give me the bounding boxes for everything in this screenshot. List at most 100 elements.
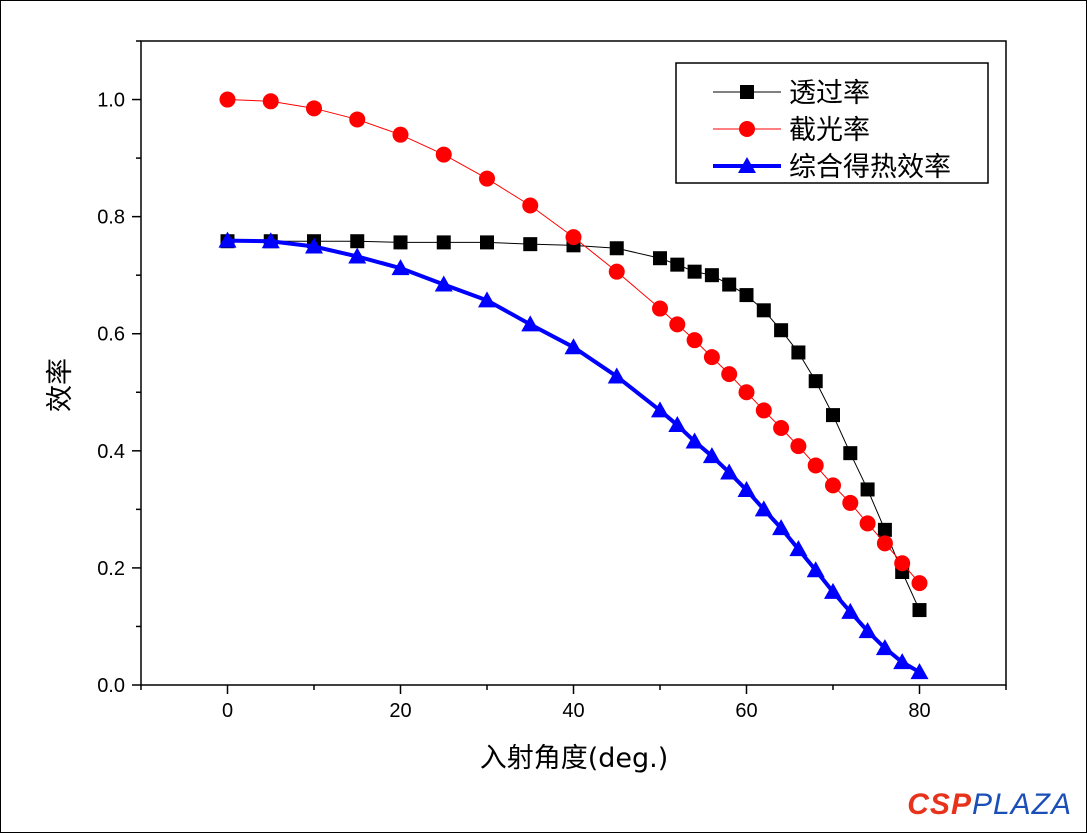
series-line [227, 238, 921, 674]
x-tick-label: 60 [735, 700, 757, 722]
data-point [841, 602, 860, 619]
data-point [608, 263, 625, 280]
y-tick-label: 0.4 [97, 441, 125, 463]
data-point [350, 234, 365, 249]
data-point [825, 477, 841, 494]
data-point [911, 575, 928, 592]
data-point [609, 241, 624, 256]
legend-marker [740, 85, 754, 99]
data-point [305, 237, 323, 254]
y-tick-label: 1.0 [97, 90, 125, 112]
data-point [669, 316, 686, 333]
data-point [912, 603, 927, 618]
data-point [670, 257, 685, 272]
data-point [859, 515, 876, 532]
data-point [653, 251, 667, 266]
data-point [668, 416, 687, 433]
y-tick-label: 0.0 [97, 675, 125, 697]
data-point [826, 408, 840, 423]
data-point [876, 535, 893, 552]
data-point [523, 237, 538, 252]
data-point [435, 146, 452, 163]
data-point [808, 374, 823, 389]
x-axis-label: 入射角度(deg.) [480, 743, 669, 774]
data-point [842, 494, 859, 511]
data-point [521, 315, 540, 332]
legend-label: 截光率 [789, 115, 870, 146]
data-point [434, 275, 453, 292]
y-axis-label: 效率 [45, 358, 76, 412]
data-point [893, 653, 912, 670]
data-point [478, 291, 496, 308]
data-point [651, 401, 669, 418]
y-tick-label: 0.2 [97, 558, 125, 580]
watermark-part2: PLAZA [971, 788, 1072, 821]
data-point [877, 522, 892, 537]
data-point [772, 519, 791, 536]
data-point [564, 338, 583, 355]
data-point [652, 300, 668, 317]
data-point [773, 419, 790, 436]
data-point [722, 277, 737, 292]
x-tick-label: 80 [908, 700, 930, 722]
data-point [262, 93, 279, 110]
data-point [774, 323, 789, 338]
data-point [565, 229, 582, 246]
legend-item: 透过率 [713, 78, 870, 109]
legend-label: 透过率 [789, 78, 870, 109]
data-point [737, 481, 756, 498]
data-point [721, 366, 738, 383]
data-point [739, 288, 754, 303]
data-point [824, 582, 842, 599]
data-point [807, 457, 824, 474]
data-point [858, 622, 877, 639]
data-point [843, 446, 858, 461]
data-point [607, 367, 626, 384]
data-point [790, 438, 807, 455]
x-tick-label: 0 [222, 700, 233, 722]
data-point [685, 432, 704, 449]
data-point [686, 332, 703, 349]
data-point [860, 482, 875, 497]
legend-marker [738, 157, 756, 173]
data-point [806, 561, 825, 578]
data-point [306, 100, 322, 117]
legend-item: 综合得热效率 [713, 152, 951, 183]
y-tick-label: 0.8 [97, 207, 125, 229]
data-point [756, 303, 771, 318]
data-point [755, 402, 772, 419]
x-tick-label: 20 [389, 700, 411, 722]
legend-label: 综合得热效率 [789, 152, 951, 183]
watermark-part1: CSP [907, 788, 972, 821]
x-tick-label: 40 [562, 700, 584, 722]
data-point [789, 540, 808, 557]
data-point [894, 555, 911, 572]
data-point [392, 126, 409, 143]
data-point [703, 349, 720, 366]
legend-item: 截光率 [713, 115, 870, 146]
data-point [436, 235, 451, 250]
data-point [391, 259, 410, 276]
data-point [702, 447, 721, 464]
data-point [218, 231, 237, 248]
data-point [910, 663, 929, 680]
data-point [480, 235, 494, 250]
data-point [754, 500, 773, 517]
watermark-logo: CSPPLAZA [907, 788, 1072, 822]
legend-box [675, 62, 989, 184]
data-point [720, 463, 739, 480]
series-line [227, 240, 920, 611]
data-point [875, 639, 894, 656]
series-2 [219, 91, 928, 592]
data-point [393, 235, 408, 250]
series-1 [220, 234, 927, 618]
data-point [687, 264, 702, 279]
data-point [348, 247, 367, 264]
data-point [704, 268, 719, 283]
data-point [479, 170, 495, 187]
data-point [261, 232, 280, 249]
data-point [349, 111, 366, 128]
